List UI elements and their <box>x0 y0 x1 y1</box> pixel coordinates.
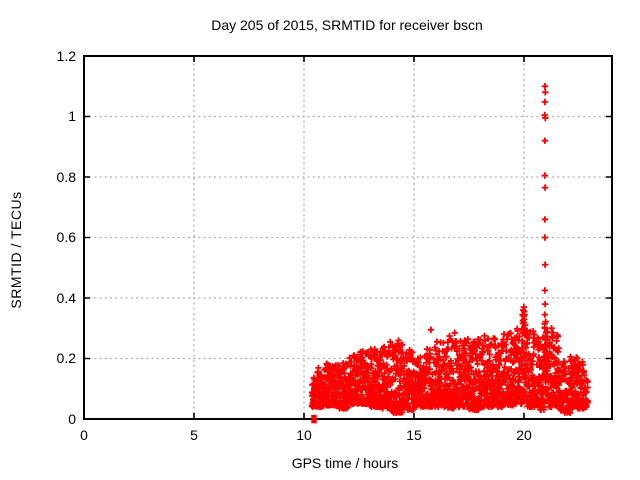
x-tick-label-4: 20 <box>516 427 532 443</box>
x-tick-label-2: 10 <box>296 427 312 443</box>
zero-marker <box>311 414 317 424</box>
x-axis-label: GPS time / hours <box>292 455 399 471</box>
grid-lines <box>84 56 612 419</box>
chart-title: Day 205 of 2015, SRMTID for receiver bsc… <box>211 17 483 33</box>
axis-ticks <box>83 55 612 420</box>
scatter-points <box>308 83 591 416</box>
y-tick-label-6: 1.2 <box>57 48 77 64</box>
x-tick-label-1: 5 <box>190 427 198 443</box>
y-tick-label-1: 0.2 <box>57 350 77 366</box>
x-tick-label-3: 15 <box>406 427 422 443</box>
y-tick-label-3: 0.6 <box>57 229 77 245</box>
y-axis-label: SRMTID / TECUs <box>8 191 24 308</box>
y-tick-label-2: 0.4 <box>57 290 77 306</box>
y-tick-label-5: 1 <box>68 108 76 124</box>
y-tick-label-0: 0 <box>68 411 76 427</box>
y-tick-label-4: 0.8 <box>57 169 77 185</box>
x-tick-label-0: 0 <box>80 427 88 443</box>
